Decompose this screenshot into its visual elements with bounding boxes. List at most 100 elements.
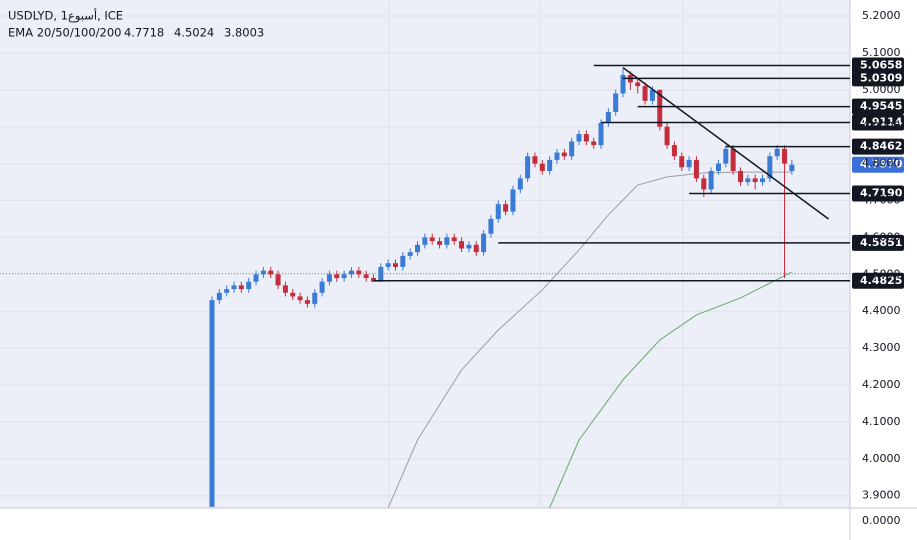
level-label-box — [852, 57, 904, 74]
candle-body — [393, 263, 398, 267]
candle-body — [635, 82, 641, 87]
candle-body — [730, 148, 736, 171]
candle-body — [326, 274, 332, 282]
chart-title: USDLYD, 1أسبوع, ICE — [8, 8, 123, 24]
candle-body — [348, 270, 354, 275]
candle-body — [209, 300, 215, 507]
y-tick-label: 4.6000 — [862, 230, 901, 243]
candle-body — [657, 89, 663, 127]
level-label-box — [852, 138, 904, 155]
candle-body — [275, 274, 281, 286]
candle-body — [451, 237, 457, 242]
y-tick-label: 4.1000 — [862, 415, 901, 428]
candle-body — [429, 237, 435, 242]
candle-body — [686, 159, 692, 168]
candle-body — [525, 156, 531, 179]
indicator-value: 4.5024 — [174, 26, 214, 40]
level-label: 4.9114 — [860, 116, 903, 129]
candle-body — [363, 274, 369, 279]
candle-body — [378, 266, 384, 282]
candle-body — [737, 170, 743, 183]
level-label: 4.8462 — [860, 140, 902, 153]
candle-body — [253, 274, 259, 282]
candle-body — [415, 244, 421, 253]
indicator-value: 4.7718 — [124, 26, 164, 40]
level-label-box — [852, 272, 904, 289]
plot-background — [0, 0, 850, 508]
level-label: 4.5851 — [860, 236, 902, 249]
indicator-value: 3.8003 — [224, 26, 264, 40]
candle-body — [554, 152, 560, 160]
y-tick-label: 4.5000 — [862, 267, 901, 280]
level-label: 5.0658 — [860, 59, 902, 72]
candle-body — [539, 163, 545, 171]
y-tick-label: 4.8000 — [862, 157, 901, 170]
candle-body — [216, 292, 222, 301]
candle-body — [268, 270, 274, 275]
candle-body — [613, 93, 619, 112]
candle-body — [304, 300, 310, 304]
candle-body — [723, 148, 729, 164]
candle-body — [679, 156, 685, 168]
level-label: 4.4825 — [860, 274, 902, 287]
candle-body — [312, 292, 318, 304]
candle-body — [598, 123, 604, 146]
y-tick-label: 5.1000 — [862, 46, 901, 59]
last-price-box — [852, 156, 904, 173]
candle-body — [422, 237, 428, 245]
candle-body — [547, 159, 553, 171]
candle-body — [671, 145, 677, 157]
candle-body — [370, 278, 376, 282]
level-label-box — [852, 234, 904, 251]
candle-body — [693, 159, 699, 179]
y-tick-label: 5.0000 — [862, 83, 901, 96]
candle-body — [583, 134, 589, 142]
level-label-box — [852, 114, 904, 131]
y-tick-label: 4.4000 — [862, 304, 901, 317]
candle-body — [760, 178, 765, 183]
y-tick-label: 4.3000 — [862, 341, 901, 354]
candle-body — [319, 281, 325, 293]
candle-body — [620, 75, 626, 94]
candle-body — [466, 244, 472, 249]
level-label-box — [852, 98, 904, 115]
price-axis — [850, 0, 917, 540]
candle-body — [282, 285, 288, 293]
level-label: 4.9545 — [860, 100, 902, 113]
candle-body — [701, 178, 707, 190]
level-label: 5.0309 — [860, 71, 902, 84]
time-axis — [0, 508, 850, 540]
candle-body — [745, 178, 751, 183]
candle-body — [437, 241, 443, 245]
candle-body — [503, 204, 509, 212]
candle-body — [385, 263, 391, 267]
candle-body — [517, 178, 523, 190]
last-price-label: 4.7970 — [860, 158, 903, 171]
level-label-box — [852, 70, 904, 87]
ema-line — [549, 271, 793, 509]
candle-body — [224, 289, 230, 293]
candle-body — [246, 281, 252, 290]
candle-body — [510, 189, 516, 212]
candle-body — [649, 89, 655, 101]
level-label: 4.7190 — [860, 187, 903, 200]
candle-body — [407, 252, 413, 256]
y-tick-label: 4.2000 — [862, 378, 901, 391]
candle-body — [495, 204, 501, 219]
candle-body — [400, 255, 406, 267]
candle-body — [356, 270, 362, 275]
candle-body — [752, 178, 758, 183]
candle-body — [576, 134, 582, 142]
candle-body — [767, 156, 773, 179]
candle-body — [715, 163, 721, 171]
candle-body — [488, 218, 494, 234]
candle-body — [481, 233, 487, 253]
y-tick-label: 3.9000 — [862, 489, 901, 502]
candle-body — [459, 241, 465, 249]
candle-body — [708, 170, 714, 190]
y-tick-label: 4.9000 — [862, 120, 901, 133]
candle-body — [334, 274, 340, 279]
candle-body — [664, 126, 670, 146]
candle-body — [297, 296, 303, 301]
